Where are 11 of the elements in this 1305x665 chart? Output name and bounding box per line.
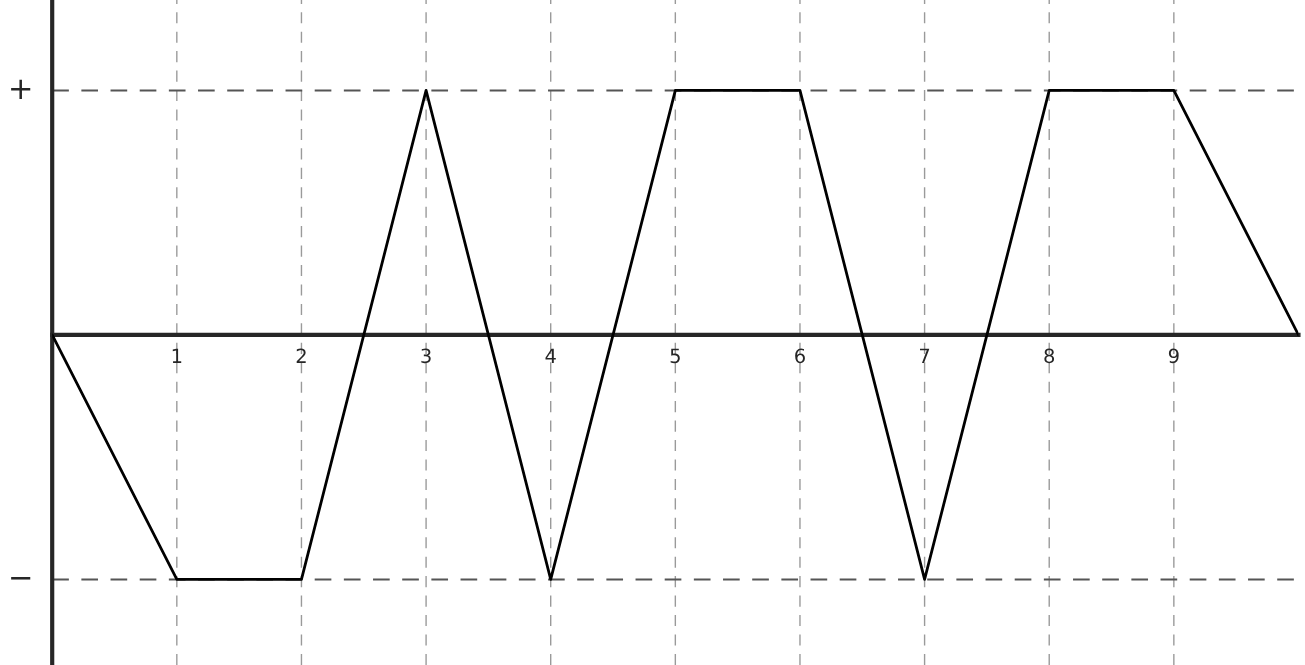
x-tick-label: 6: [795, 348, 805, 364]
x-tick-label: 3: [421, 348, 431, 364]
x-tick-label: 2: [296, 348, 306, 363]
x-tick-label: 9: [1168, 348, 1179, 364]
x-tick-label: 8: [1044, 348, 1055, 364]
x-tick-label: 5: [670, 348, 680, 364]
x-tick-label: 7: [920, 348, 930, 363]
ref-line-label: +: [11, 79, 31, 99]
ref-line-label: −: [11, 577, 31, 580]
x-tick-label: 1: [172, 348, 182, 363]
x-tick-label: 4: [545, 348, 556, 363]
